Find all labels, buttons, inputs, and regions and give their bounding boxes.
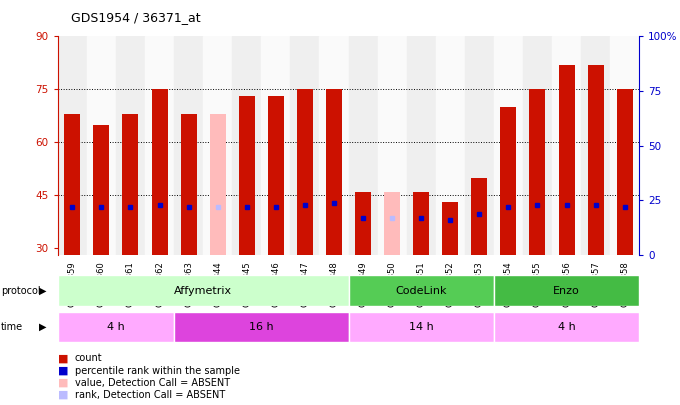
Bar xyxy=(617,90,632,255)
Bar xyxy=(93,125,109,255)
Text: ■: ■ xyxy=(58,378,68,388)
Bar xyxy=(588,65,604,255)
Bar xyxy=(58,36,87,255)
Bar xyxy=(181,114,197,255)
Text: rank, Detection Call = ABSENT: rank, Detection Call = ABSENT xyxy=(75,390,225,400)
Bar xyxy=(494,275,639,306)
Bar xyxy=(209,114,226,255)
Bar xyxy=(87,36,116,255)
Bar xyxy=(377,36,407,255)
Text: value, Detection Call = ABSENT: value, Detection Call = ABSENT xyxy=(75,378,230,388)
Bar xyxy=(174,312,348,342)
Bar xyxy=(471,177,488,255)
Text: 16 h: 16 h xyxy=(249,322,273,332)
Text: ■: ■ xyxy=(58,366,68,375)
Text: GDS1954 / 36371_at: GDS1954 / 36371_at xyxy=(71,11,201,24)
Text: 14 h: 14 h xyxy=(409,322,434,332)
Bar xyxy=(290,36,320,255)
Bar xyxy=(552,36,581,255)
Text: CodeLink: CodeLink xyxy=(396,286,447,296)
Bar xyxy=(203,36,232,255)
Bar xyxy=(355,192,371,255)
Text: ▶: ▶ xyxy=(39,322,47,332)
Bar xyxy=(494,36,523,255)
Bar xyxy=(494,312,639,342)
Bar xyxy=(500,107,516,255)
Bar xyxy=(523,36,552,255)
Bar xyxy=(116,36,145,255)
Bar xyxy=(436,36,465,255)
Bar xyxy=(174,36,203,255)
Bar xyxy=(145,36,174,255)
Bar xyxy=(152,90,167,255)
Bar xyxy=(268,96,284,255)
Text: protocol: protocol xyxy=(1,286,40,296)
Bar xyxy=(384,192,400,255)
Text: time: time xyxy=(1,322,23,332)
Bar xyxy=(232,36,261,255)
Bar xyxy=(239,96,255,255)
Bar xyxy=(581,36,610,255)
Bar xyxy=(297,90,313,255)
Bar xyxy=(348,312,494,342)
Text: percentile rank within the sample: percentile rank within the sample xyxy=(75,366,240,375)
Bar xyxy=(58,312,174,342)
Bar xyxy=(407,36,436,255)
Bar xyxy=(58,275,348,306)
Bar xyxy=(442,202,458,255)
Text: 4 h: 4 h xyxy=(558,322,575,332)
Bar xyxy=(320,36,348,255)
Bar xyxy=(413,192,429,255)
Bar xyxy=(530,90,545,255)
Text: count: count xyxy=(75,354,103,363)
Text: ■: ■ xyxy=(58,390,68,400)
Text: 4 h: 4 h xyxy=(107,322,125,332)
Bar xyxy=(610,36,639,255)
Bar xyxy=(348,36,377,255)
Text: Enzo: Enzo xyxy=(553,286,580,296)
Bar xyxy=(465,36,494,255)
Bar xyxy=(65,114,80,255)
Text: ▶: ▶ xyxy=(39,286,47,296)
Bar xyxy=(348,275,494,306)
Text: Affymetrix: Affymetrix xyxy=(174,286,232,296)
Text: ■: ■ xyxy=(58,354,68,363)
Bar xyxy=(122,114,139,255)
Bar xyxy=(558,65,575,255)
Bar xyxy=(326,90,342,255)
Bar xyxy=(261,36,290,255)
